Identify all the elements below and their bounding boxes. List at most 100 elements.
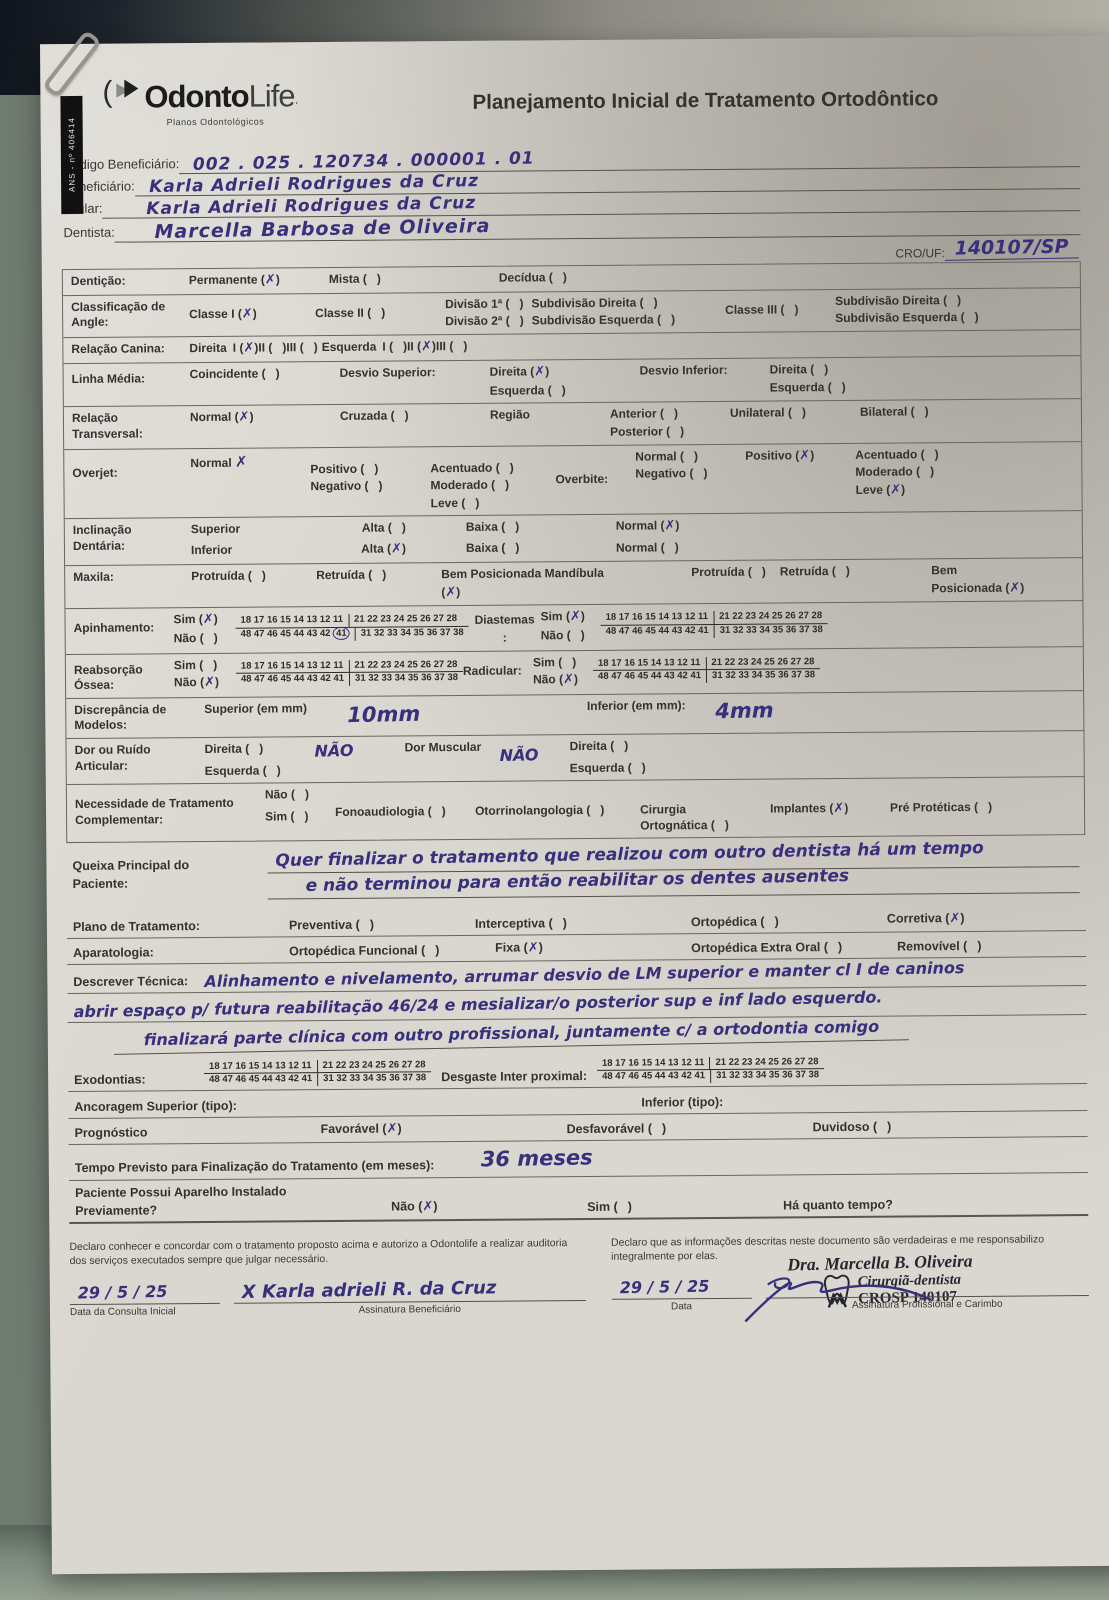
checkbox-canina-dir-1: I (✗) <box>232 340 259 356</box>
clinical-form-box: Dentição: Permanente (✗) Mista () Decídu… <box>61 261 1086 844</box>
aparelho-label-1: Paciente Possui Aparelho Instalado <box>74 1183 287 1200</box>
checkbox-overjet-acentuado: Acentuado () <box>430 460 514 475</box>
transversal-label-2: Transversal: <box>72 426 143 442</box>
checkbox-inclinacao-inf-alta: Alta (✗) <box>361 541 407 557</box>
data-consulta-value: 29 / 5 / 25 <box>77 1282 168 1303</box>
discrepancia-inferior-value: 4mm <box>715 697 775 724</box>
plano-section: Plano de Tratamento: Preventiva () Inter… <box>66 905 1089 1225</box>
aparelho-label-2: Previamente? <box>75 1203 158 1218</box>
checkbox-subdivisao-esquerda-2: Subdivisão Esquerda () <box>835 310 979 326</box>
checkbox-coincidente: Coincidente () <box>189 366 280 382</box>
angle-label-2: Angle: <box>71 315 109 330</box>
overjet-normal: Normal ✗ <box>190 452 248 471</box>
checkbox-overbite-positivo: Positivo (✗) <box>745 447 815 463</box>
circled-tooth-41: 41 <box>333 627 350 641</box>
assinatura-beneficiario-value: X Karla adrieli R. da Cruz <box>241 1277 497 1304</box>
checkbox-subdivisao-direita-2: Subdivisão Direita () <box>834 292 962 308</box>
checkbox-canina-dir-2: II () <box>258 340 287 355</box>
odontolife-logo: ( Odonto Life · Planos Odontológicos <box>102 75 402 128</box>
checkbox-bilateral: Bilateral () <box>859 404 929 420</box>
checkbox-overjet-moderado: Moderado () <box>430 477 510 493</box>
tecnica-label: Descrever Técnica: <box>73 973 189 989</box>
checkbox-divisao-1: Divisão 1ª () <box>445 296 524 311</box>
checkbox-extra-oral: Ortopédica Extra Oral () <box>691 939 843 956</box>
canina-label: Relação Canina: <box>71 341 165 357</box>
checkbox-radicular-sim: Sim () <box>532 654 577 669</box>
checkbox-divisao-2: Divisão 2ª () <box>445 313 524 329</box>
checkbox-dor-muscular-direita: Direita () <box>569 738 629 754</box>
queixa-line-2: e não terminou para então reabilitar os … <box>267 866 1080 900</box>
checkbox-posterior: Posterior () <box>610 424 685 439</box>
data-profissional-value: 29 / 5 / 25 <box>619 1276 710 1298</box>
logo-subtitle: Planos Odontológicos <box>166 116 265 128</box>
tooth-chart-desgaste: 18 17 16 15 14 13 12 11 21 22 23 24 25 26… <box>596 1055 825 1084</box>
row-overjet: Overjet: Normal ✗ Positivo () Negativo (… <box>64 440 1082 519</box>
reabsorcao-label-2: Óssea: <box>73 677 115 693</box>
checkbox-mista: Mista () <box>328 271 381 286</box>
checkbox-aparelho-nao: Não (✗) <box>391 1199 438 1215</box>
checkbox-diastemas-nao: Não () <box>540 628 585 643</box>
checkbox-radicular-nao: Não (✗) <box>532 672 579 688</box>
canina-esquerda-label: Esquerda <box>321 339 377 355</box>
checkbox-desvio-sup-direita: Direita (✗) <box>489 364 550 380</box>
mandibula-bem-label: Bem <box>931 562 958 578</box>
dentista-label: Dentista: <box>63 224 115 241</box>
data-profissional-line: 29 / 5 / 25 <box>611 1276 752 1301</box>
checkbox-mandibula-bem-posicionada: Posicionada (✗) <box>931 580 1025 596</box>
checkbox-canina-esq-3: III () <box>435 338 468 354</box>
canina-direita-label: Direita <box>189 340 227 356</box>
checkbox-favoravel: Favorável (✗) <box>320 1121 402 1137</box>
checkbox-inclinacao-inf-baixa: Baixa () <box>465 540 520 555</box>
queixa-section: Queixa Principal do Paciente: Quer final… <box>66 835 1085 903</box>
row-reabsorcao: Reabsorção Óssea: Sim () Não (✗) 18 17 1… <box>65 645 1084 698</box>
checkbox-overbite-leve: Leve (✗) <box>855 482 906 498</box>
checkbox-desvio-inf-esquerda: Esquerda () <box>769 379 846 395</box>
checkbox-implantes: Implantes (✗) <box>769 801 849 817</box>
checkbox-fixa: Fixa (✗) <box>495 940 543 956</box>
checkbox-desvio-sup-esquerda: Esquerda () <box>489 382 566 398</box>
checkbox-maxila-protruida: Protruída () <box>191 568 266 583</box>
discrepancia-superior-label: Superior (em mm) <box>204 700 307 716</box>
checkbox-apinhamento-nao: Não () <box>173 631 218 646</box>
inclinacao-label-2: Dentária: <box>72 538 126 554</box>
checkbox-preventiva: Preventiva () <box>288 917 375 933</box>
checkbox-maxila-bem-posicionada: (✗) <box>441 584 461 600</box>
logo-text-accent: Life <box>248 78 295 114</box>
queixa-text-1: Quer finalizar o tratamento que realizou… <box>275 838 984 872</box>
footer-right: Declaro que as informações descritas nes… <box>611 1232 1089 1323</box>
prognostico-label: Prognóstico <box>74 1125 148 1141</box>
logo-trademark-dot: · <box>294 95 299 110</box>
checkbox-dor-direita: Direita () <box>204 741 264 756</box>
desvio-superior-label: Desvio Superior: <box>339 365 436 380</box>
checkbox-canina-esq-1: I () <box>382 339 408 354</box>
dor-label-1: Dor ou Ruído <box>74 742 151 757</box>
checkbox-classe-2: Classe II () <box>315 305 386 320</box>
discrepancia-label-1: Discrepância de <box>74 702 167 717</box>
checkbox-duvidoso: Duvidoso () <box>812 1119 892 1135</box>
checkbox-overjet-negativo: Negativo () <box>310 478 383 494</box>
checkbox-inclinacao-sup-baixa: Baixa () <box>465 519 520 535</box>
declaracao-beneficiario: Declaro conhecer e concordar com o trata… <box>69 1237 568 1268</box>
assinatura-beneficiario-label: Assinatura Beneficiário <box>358 1304 461 1317</box>
row-dor: Dor ou Ruído Articular: Direita () Esque… <box>66 730 1084 785</box>
data-consulta-label: Data da Consulta Inicial <box>69 1306 176 1319</box>
exodontias-label: Exodontias: <box>74 1072 146 1087</box>
linha-media-label: Linha Média: <box>71 371 146 386</box>
logo-text-main: Odonto <box>144 78 249 115</box>
checkbox-overjet-positivo: Positivo () <box>310 461 379 476</box>
checkbox-overjet-leve: Leve () <box>430 495 480 511</box>
dor-muscular-label: Dor Muscular <box>404 739 482 755</box>
checkbox-complementar-nao: Não () <box>264 787 309 802</box>
checkbox-canina-esq-2: II (✗) <box>406 339 437 355</box>
discrepancia-inferior-label: Inferior (em mm): <box>586 697 686 713</box>
checkbox-classe-1: Classe I (✗) <box>189 306 257 322</box>
checkbox-inclinacao-inf-normal: Normal () <box>615 540 679 556</box>
dor-muscular-nao-handwritten: NÃO <box>499 745 539 765</box>
checkbox-desfavoravel: Desfavorável () <box>566 1121 667 1137</box>
checkbox-mandibula-retruida: Retruída () <box>779 563 850 579</box>
row-apinhamento: Apinhamento: Sim (✗) Não () 18 17 16 15 … <box>65 600 1083 654</box>
form-page: ANS - nº 406414 ( Odonto Life · Planos Odo… <box>40 35 1109 1575</box>
tooth-chart-reabsorcao: 18 17 16 15 14 13 12 11 21 22 23 24 25 26… <box>235 658 464 687</box>
checkbox-cirurgia-ortognatica: Ortognática () <box>640 817 729 833</box>
diastemas-colon: : <box>502 630 507 645</box>
